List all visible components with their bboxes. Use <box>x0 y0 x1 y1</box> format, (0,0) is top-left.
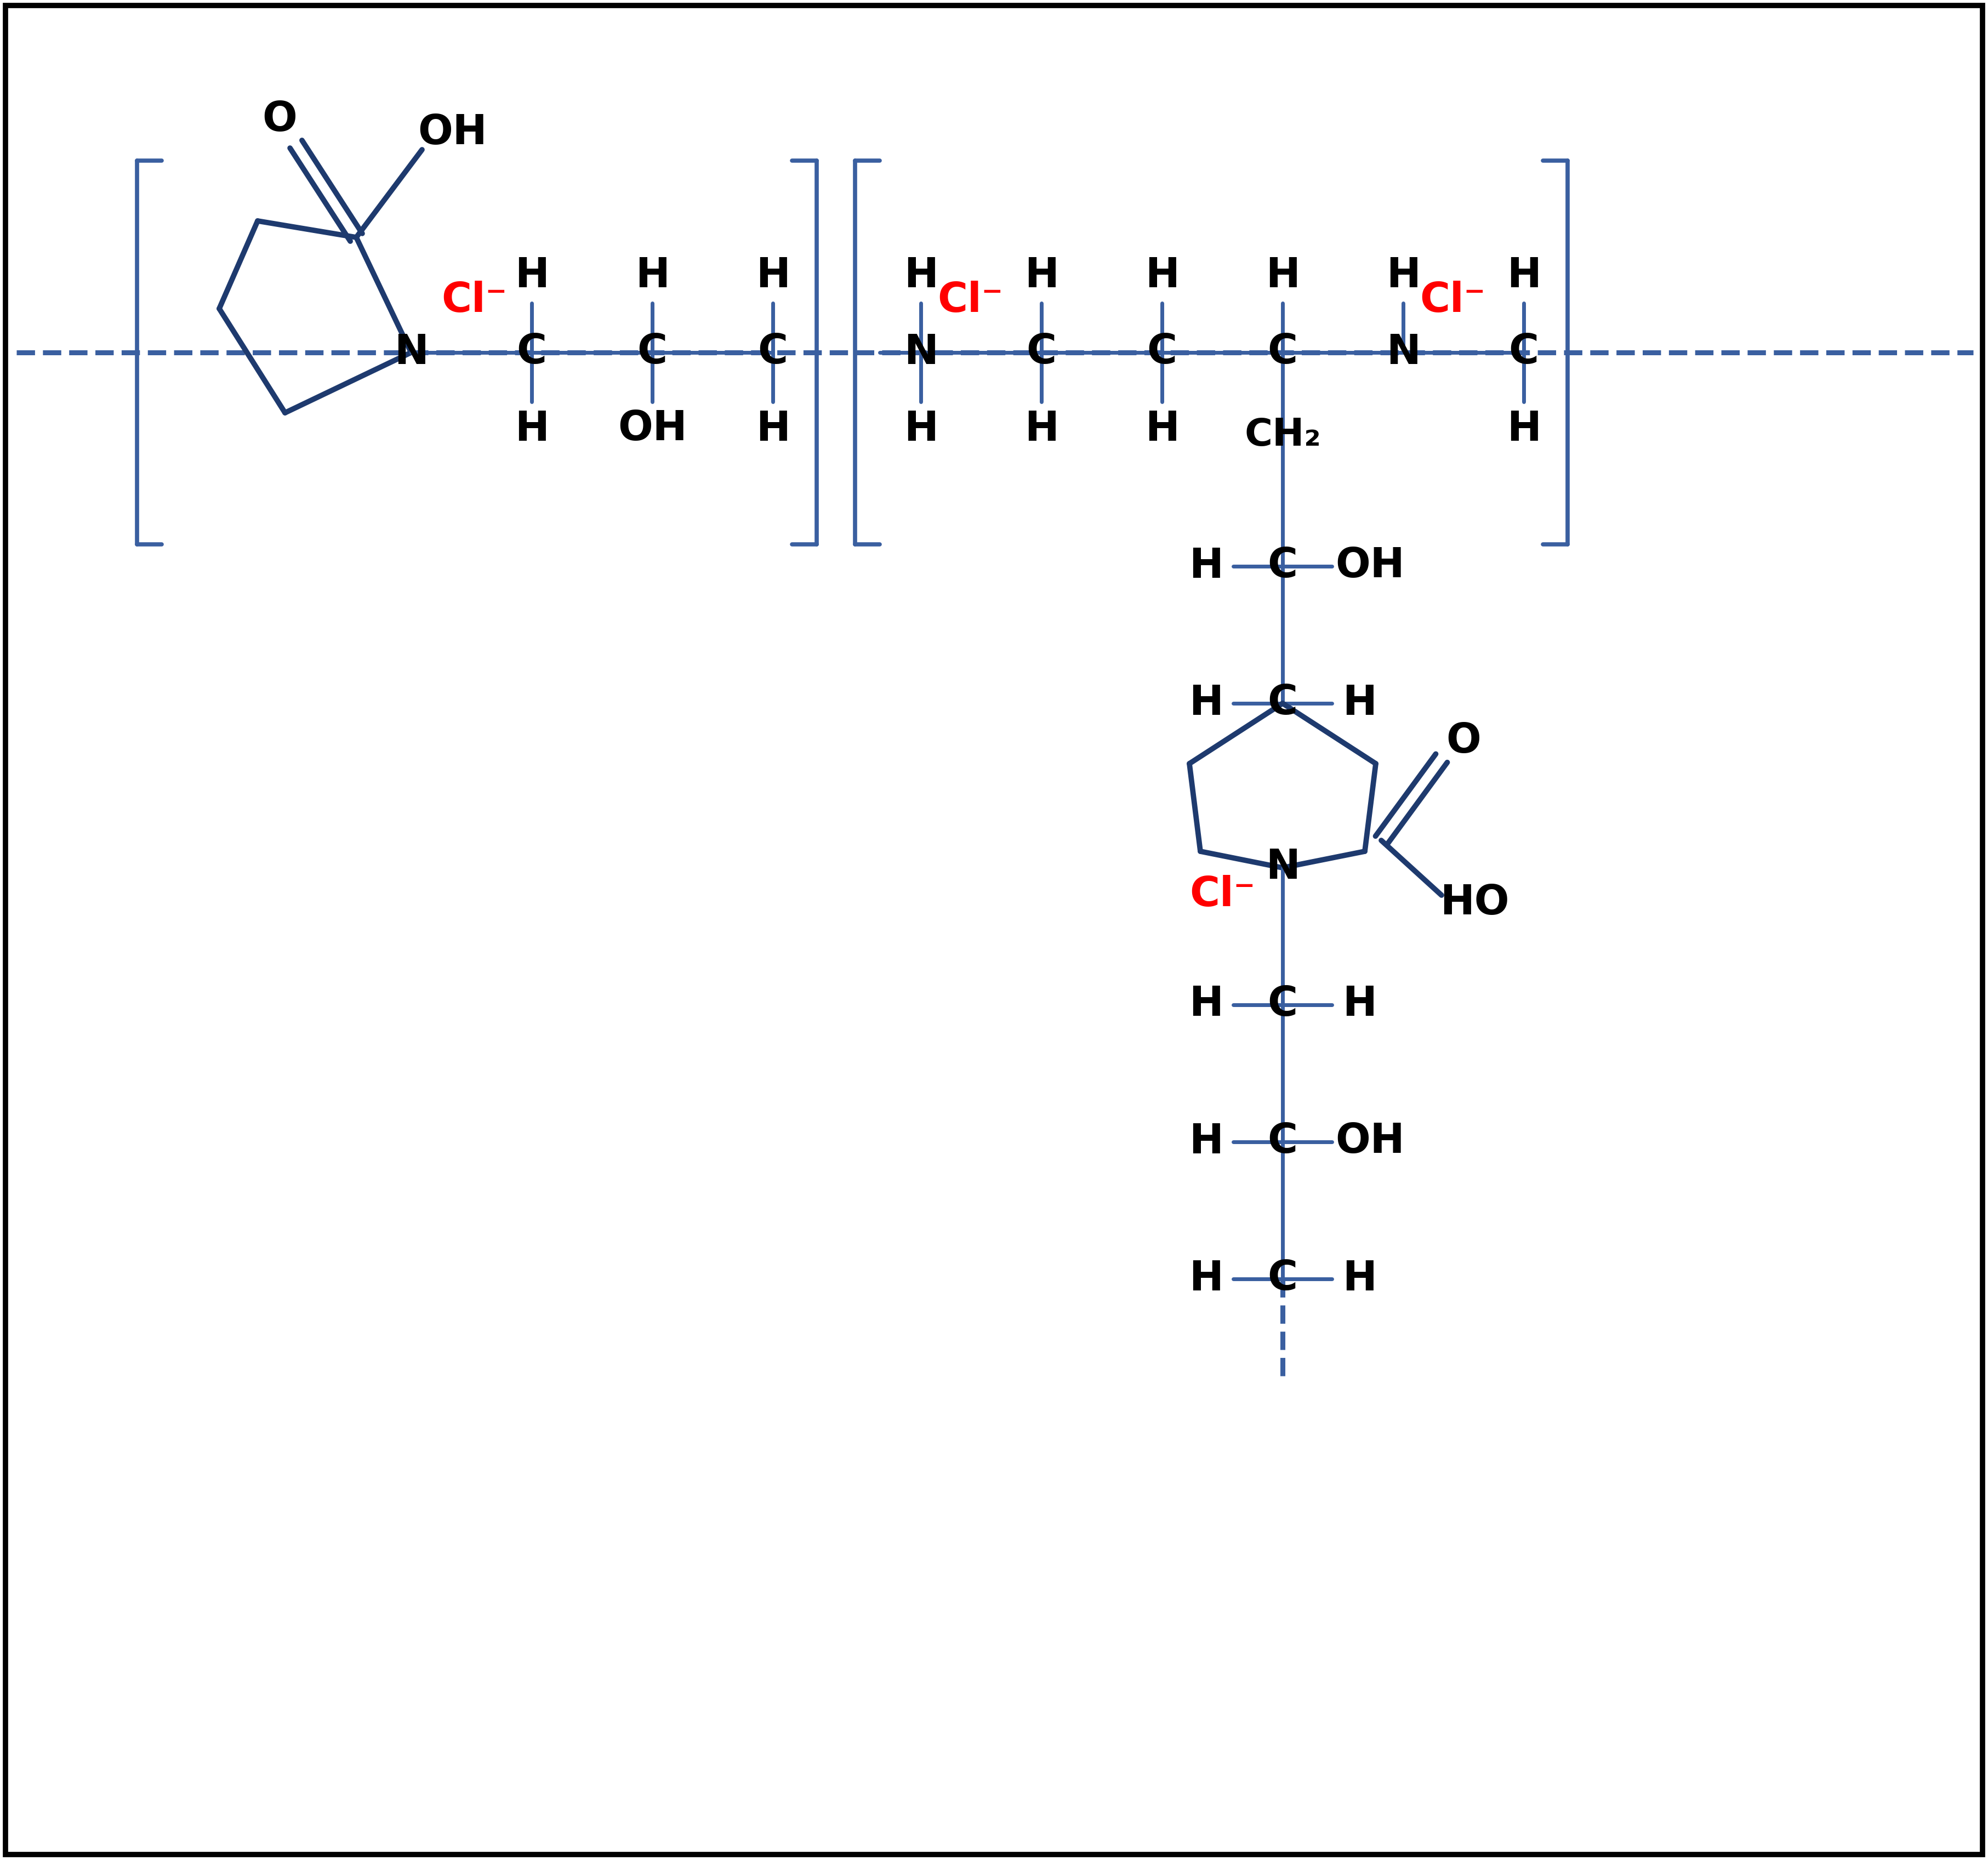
Text: O: O <box>262 99 296 140</box>
Text: H: H <box>1024 255 1058 296</box>
Text: C: C <box>517 333 547 372</box>
Text: OH: OH <box>1336 547 1406 586</box>
Text: H: H <box>1342 984 1376 1025</box>
Text: H: H <box>1189 984 1223 1025</box>
Text: H: H <box>1386 255 1419 296</box>
Text: C: C <box>1268 1122 1298 1162</box>
Text: C: C <box>638 333 668 372</box>
Text: N: N <box>394 333 427 372</box>
Text: H: H <box>1024 409 1058 450</box>
Text: O: O <box>1445 722 1481 763</box>
Text: OH: OH <box>618 409 688 450</box>
Text: H: H <box>515 255 549 296</box>
Text: H: H <box>1189 1122 1223 1162</box>
Text: H: H <box>755 409 789 450</box>
Text: H: H <box>1189 683 1223 724</box>
Text: H: H <box>755 255 789 296</box>
Text: H: H <box>1189 1259 1223 1298</box>
Text: H: H <box>1189 547 1223 586</box>
Text: Cl⁻: Cl⁻ <box>936 281 1004 320</box>
Text: Cl⁻: Cl⁻ <box>1189 876 1254 915</box>
Text: H: H <box>1342 1259 1376 1298</box>
Text: H: H <box>905 255 938 296</box>
Text: H: H <box>1266 255 1300 296</box>
Text: H: H <box>1507 255 1541 296</box>
Text: H: H <box>905 409 938 450</box>
Text: Cl⁻: Cl⁻ <box>441 281 507 320</box>
Text: OH: OH <box>1336 1122 1406 1162</box>
Text: C: C <box>1268 333 1298 372</box>
Text: CH₂: CH₂ <box>1244 417 1320 454</box>
Text: C: C <box>1268 1259 1298 1298</box>
Text: N: N <box>905 333 938 372</box>
Text: Cl⁻: Cl⁻ <box>1419 281 1485 320</box>
Text: N: N <box>1386 333 1419 372</box>
Text: C: C <box>1268 547 1298 586</box>
Text: C: C <box>1268 984 1298 1025</box>
Text: H: H <box>1507 409 1541 450</box>
Text: OH: OH <box>417 113 487 153</box>
Text: H: H <box>1342 683 1376 724</box>
Text: H: H <box>1145 255 1179 296</box>
Text: C: C <box>1026 333 1056 372</box>
Text: C: C <box>1268 683 1298 724</box>
Text: C: C <box>1509 333 1539 372</box>
Text: C: C <box>757 333 787 372</box>
Text: H: H <box>634 255 670 296</box>
Text: H: H <box>1145 409 1179 450</box>
Text: HO: HO <box>1439 884 1509 923</box>
Text: C: C <box>1147 333 1177 372</box>
Text: N: N <box>1266 848 1300 887</box>
Text: H: H <box>515 409 549 450</box>
